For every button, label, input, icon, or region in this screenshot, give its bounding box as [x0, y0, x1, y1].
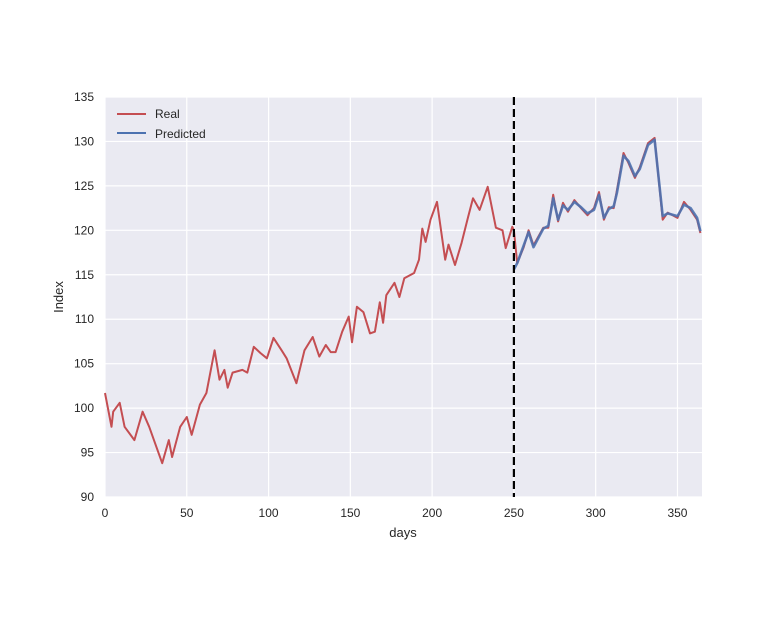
y-tick-label: 90	[81, 490, 95, 504]
x-axis-label: days	[389, 525, 417, 540]
y-tick-label: 130	[74, 134, 94, 148]
x-tick-label: 50	[180, 506, 194, 520]
x-tick-label: 300	[586, 506, 606, 520]
y-axis-label: Index	[51, 281, 66, 313]
x-tick-label: 200	[422, 506, 442, 520]
y-tick-label: 105	[74, 357, 94, 371]
legend: Real Predicted	[117, 107, 206, 141]
x-tick-label: 250	[504, 506, 524, 520]
x-tick-label: 350	[667, 506, 687, 520]
y-tick-label: 135	[74, 90, 94, 104]
y-tick-label: 110	[75, 312, 94, 326]
plot-area	[105, 97, 702, 497]
y-tick-label: 100	[74, 401, 94, 415]
x-tick-label: 100	[259, 506, 279, 520]
legend-label-predicted: Predicted	[155, 127, 206, 141]
y-tick-label: 125	[74, 179, 94, 193]
x-tick-label: 150	[340, 506, 360, 520]
x-tick-label: 0	[102, 506, 109, 520]
series-line-predicted	[512, 138, 702, 271]
y-tick-label: 120	[74, 223, 94, 237]
x-tick-labels: 0 50 100 150 200 250 300 350	[102, 506, 688, 520]
y-tick-label: 115	[75, 268, 94, 282]
y-tick-label: 95	[81, 446, 95, 460]
legend-label-real: Real	[155, 107, 180, 121]
y-tick-labels: 90 95 100 105 110 115 120 125 130 135	[74, 90, 94, 504]
series-lines	[104, 136, 702, 465]
